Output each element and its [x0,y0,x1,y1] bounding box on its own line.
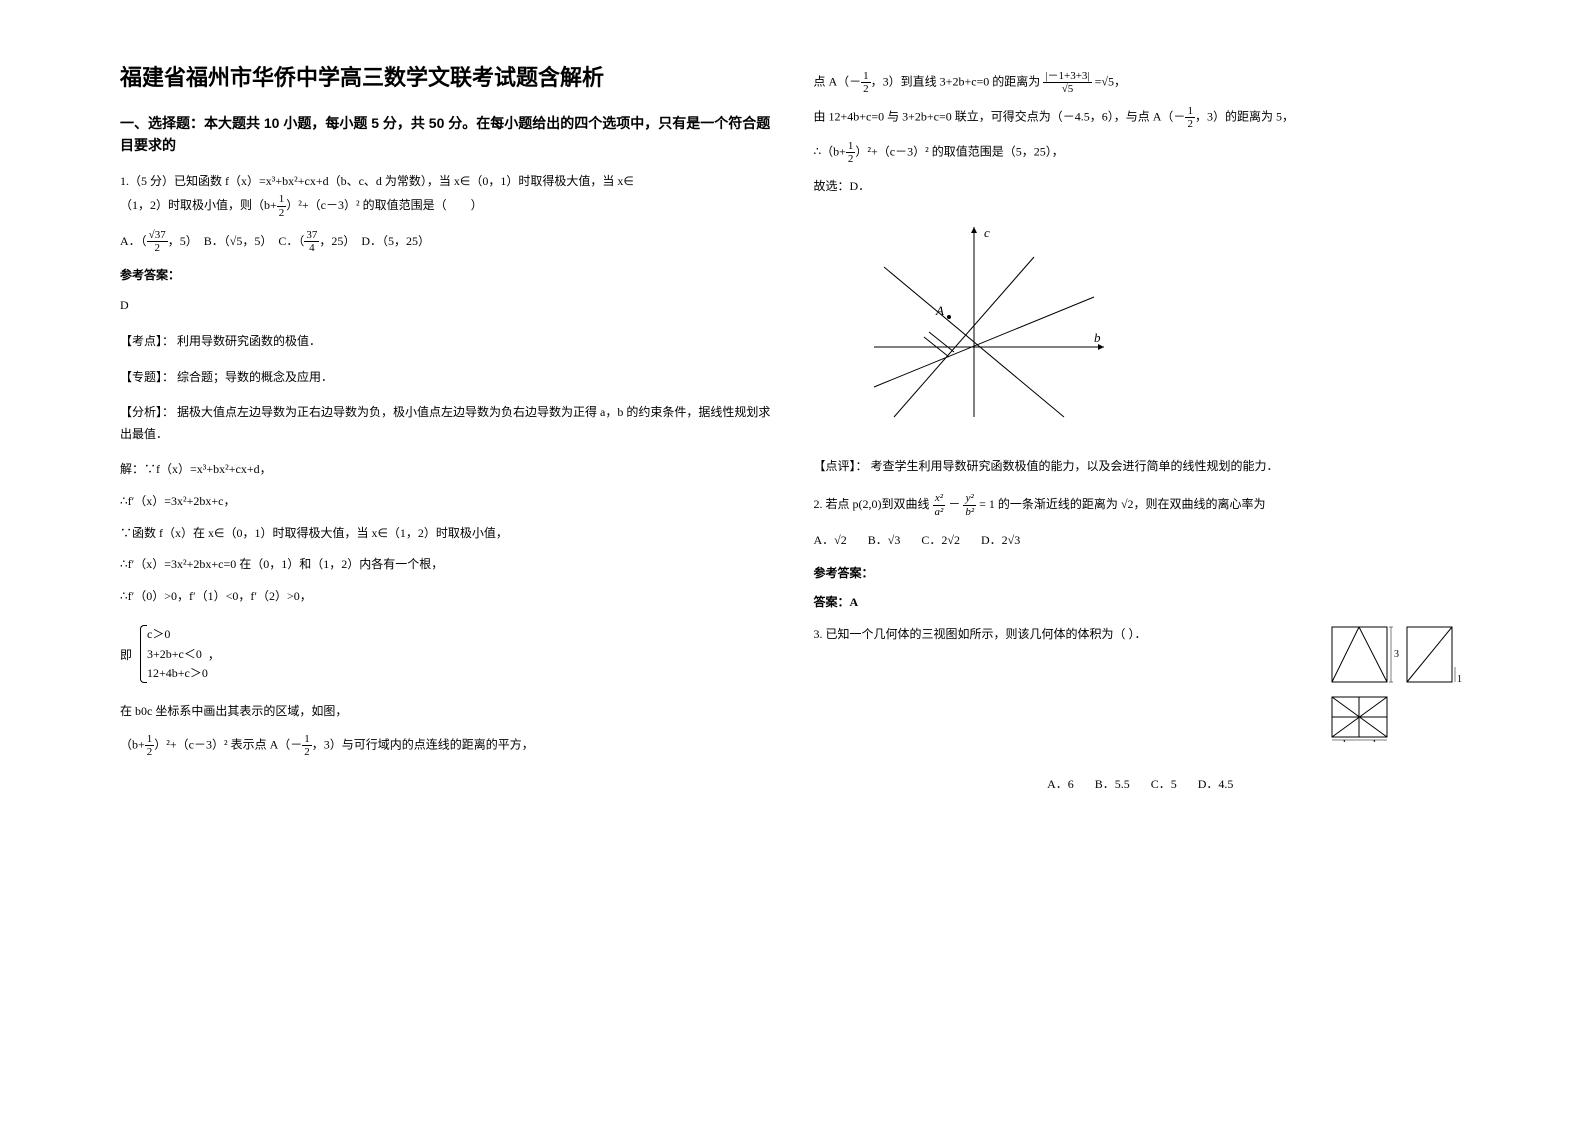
col2-line2: 由 12+4b+c=0 与 3+2b+c=0 联立，可得交点为（－4.5，6），… [814,105,1468,130]
q2-pre: 2. 若点 p(2,0)到双曲线 [814,497,930,511]
section-heading: 一、选择题：本大题共 10 小题，每小题 5 分，共 50 分。在每小题给出的四… [120,112,774,157]
q1-analysis: 【分析】： 据极大值点左边导数为正右边导数为负，极小值点左边导数为负右边导数为正… [120,402,774,445]
frac-half-5: 12 [1185,105,1195,130]
hyperbola-eq2: y²b² [963,492,976,517]
q2-mid: 的一条渐近线的距离为 [998,497,1118,511]
q2-answer-label: 参考答案： [814,564,1468,581]
frac-half-4: 12 [861,70,871,95]
q2-optC: C．2√2 [921,533,960,547]
q3-optA: A．6 [1047,777,1074,791]
c2l3-post: ）²+（c－3）² 的取值范围是（5，25）， [855,145,1063,159]
dim-3: 3 [1394,649,1399,660]
main-title: 福建省福州市华侨中学高三数学文联考试题含解析 [120,60,774,92]
q1-options: A．（√372，5） B．（√5，5） C．（374，25） D．（5，25） [120,229,774,255]
left-column: 福建省福州市华侨中学高三数学文联考试题含解析 一、选择题：本大题共 10 小题，… [100,60,794,1062]
optC-post: ，25） [319,234,355,248]
col2-comment: 【点评】： 考查学生利用导数研究函数极值的能力，以及会进行简单的线性规划的能力． [814,456,1468,478]
q3-optD: D．4.5 [1198,777,1234,791]
axis-b-label: b [1094,330,1101,345]
q2-optA: A．√2 [814,533,847,547]
optC-pre: C．（ [278,234,304,248]
q3-block: 3 1 1 1 3. 已知一个几何体的三视图如所示，则该几何体的体积为（ ）． [814,622,1468,646]
frac-half: 12 [277,193,287,218]
q2-text: 2. 若点 p(2,0)到双曲线 x²a² － y²b² = 1 的一条渐近线的… [814,492,1468,518]
brace-suffix: ， [208,646,220,663]
optA-post: ，5） [168,234,198,248]
three-views-diagram: 3 1 1 1 [1327,622,1467,742]
frac-half-2: 12 [145,733,155,758]
q1-sol1: 解：∵f（x）=x³+bx²+cx+d， [120,459,774,481]
q1-sol3: ∵函数 f（x）在 x∈（0，1）时取得极大值，当 x∈（1，2）时取极小值， [120,523,774,545]
q1-topic: 【考点】： 利用导数研究函数的极值． [120,331,774,353]
spacer [814,742,1468,772]
optD: D．（5，25） [361,234,430,248]
q1-sol5: ∴f′（0）>0，f′（1）<0，f′（2）>0， [120,586,774,608]
q2-optB: B．√3 [868,533,901,547]
sol7-mid: ）²+（c－3）² 表示点 A（－ [154,737,302,751]
q1-sol7: （b+12）²+（c－3）² 表示点 A（－12，3）与可行域内的点连线的距离的… [120,733,774,758]
col2-line4: 故选：D． [814,176,1468,198]
optB: B．（√5，5） [204,234,273,248]
q1-special: 【专题】： 综合题；导数的概念及应用． [120,367,774,389]
q1-sol4: ∴f′（x）=3x²+2bx+c=0 在（0，1）和（1，2）内各有一个根， [120,554,774,576]
c2l3-pre: ∴（b+ [814,145,846,159]
coord-diagram: c b A [864,217,1124,427]
dim-1a: 1 [1457,674,1462,685]
q1-line2-post: ）²+（c－3）² 的取值范围是（ ） [286,198,482,212]
hyperbola-eq: x²a² [933,492,946,517]
q1-line1: 1.（5 分）已知函数 f（x）=x³+bx²+cx+d（b、c、d 为常数），… [120,174,634,188]
q1-text: 1.（5 分）已知函数 f（x）=x³+bx²+cx+d（b、c、d 为常数），… [120,169,774,219]
q1-line2-pre: （1，2）时取极小值，则（b+ [120,198,277,212]
c2l2-pre: 由 12+4b+c=0 与 3+2b+c=0 联立，可得交点为（－4.5，6），… [814,110,1186,124]
frac-half-6: 12 [846,140,856,165]
brace-row: 即 c＞0 3+2b+c＜0 12+4b+c＞0 ， [120,617,774,691]
q2-optD: D．2√3 [981,533,1020,547]
sol7-pre: （b+ [120,737,145,751]
right-column: 点 A（－12，3）到直线 3+2b+c=0 的距离为 |－1+3+3|√5 =… [794,60,1488,1062]
brace3: 12+4b+c＞0 [147,664,208,683]
dim-1c: 1 [1372,739,1377,742]
col2-line1: 点 A（－12，3）到直线 3+2b+c=0 的距离为 |－1+3+3|√5 =… [814,70,1468,95]
brace1: c＞0 [147,625,208,644]
q2-post: ，则在双曲线的离心率为 [1134,497,1266,511]
sol7-post: ，3）与可行域内的点连线的距离的平方， [312,737,534,751]
c2l1-post: =√5， [1095,74,1126,88]
answer-label: 参考答案： [120,266,774,283]
abs-frac: |－1+3+3|√5 [1043,70,1091,95]
col2-line3: ∴（b+12）²+（c－3）² 的取值范围是（5，25）， [814,140,1468,165]
c2l1-pre: 点 A（－ [814,74,862,88]
q3-optC: C．5 [1151,777,1177,791]
c2l2-post: ，3）的距离为 5， [1195,110,1294,124]
q2-answer: 答案：A [814,593,1468,610]
optC-frac: 374 [304,229,319,254]
brace2: 3+2b+c＜0 [147,645,208,664]
q2-options: A．√2 B．√3 C．2√2 D．2√3 [814,528,1468,552]
axis-c-label: c [984,225,990,240]
c2l1-mid: ，3）到直线 3+2b+c=0 的距离为 [871,74,1041,88]
point-a-label: A [935,303,944,318]
brace-prefix: 即 [120,646,132,663]
brace-block: c＞0 3+2b+c＜0 12+4b+c＞0 [132,625,208,683]
q1-sol6: 在 b0c 坐标系中画出其表示的区域，如图， [120,701,774,723]
q1-sol2: ∴f′（x）=3x²+2bx+c， [120,491,774,513]
frac-half-3: 12 [302,733,312,758]
optA-pre: A．（ [120,234,147,248]
q3-options: A．6 B．5.5 C．5 D．4.5 [814,772,1468,796]
optA-frac: √372 [147,229,168,254]
q3-optB: B．5.5 [1095,777,1130,791]
q1-answer: D [120,295,774,317]
dim-1b: 1 [1342,739,1347,742]
